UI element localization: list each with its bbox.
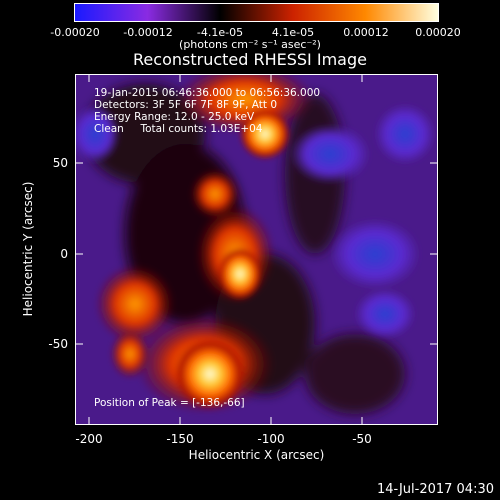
rhessi-image	[75, 74, 438, 425]
image-title: Reconstructed RHESSI Image	[133, 50, 367, 69]
energy-range-label: Energy Range: 12.0 - 25.0 keV	[94, 111, 255, 123]
colorbar-tick: 0.00020	[415, 26, 461, 39]
y-axis-label: Heliocentric Y (arcsec)	[21, 181, 35, 317]
y-tick-label: 50	[52, 156, 68, 170]
plot-frame	[75, 74, 438, 425]
cool-regions	[75, 104, 435, 339]
y-tick-label: 0	[60, 247, 68, 261]
x-tick-label: -100	[257, 432, 285, 446]
clean-counts-label: Clean Total counts: 1.03E+04	[94, 123, 263, 135]
time-range-label: 19-Jan-2015 06:46:36.000 to 06:56:36.000	[94, 87, 321, 99]
y-tick-label: -50	[48, 337, 68, 351]
emission-sources	[95, 74, 315, 414]
colorbar-tick: 4.1e-05	[271, 26, 315, 39]
x-tick-label: -150	[166, 432, 194, 446]
colorbar-tick: -0.00012	[123, 26, 173, 39]
timestamp: 14-Jul-2017 04:30	[376, 482, 494, 497]
x-tick-label: -200	[75, 432, 103, 446]
axis-ticks	[75, 74, 438, 425]
colorbar-units: (photons cm⁻² s⁻¹ asec⁻²)	[179, 38, 321, 51]
colorbar-tick: 0.00012	[343, 26, 389, 39]
x-axis-label: Heliocentric X (arcsec)	[188, 448, 325, 462]
x-tick-label: -50	[352, 432, 372, 446]
colorbar-tick: -4.1e-05	[196, 26, 244, 39]
detectors-label: Detectors: 3F 5F 6F 7F 8F 9F, Att 0	[94, 99, 278, 111]
colorbar	[74, 3, 439, 22]
colorbar-tick: -0.00020	[50, 26, 100, 39]
peak-position-label: Position of Peak = [-136,-66]	[94, 397, 245, 409]
